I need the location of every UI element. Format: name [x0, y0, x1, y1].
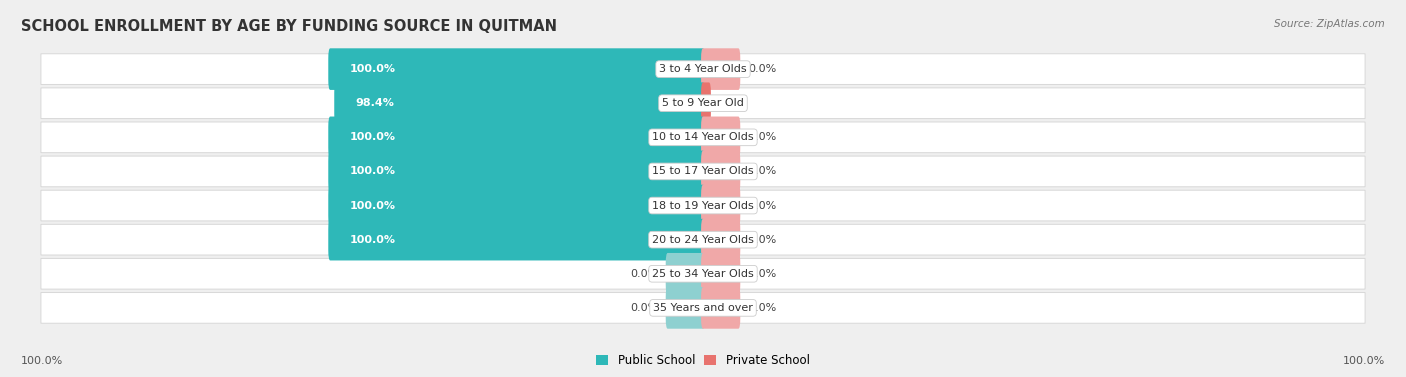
- FancyBboxPatch shape: [702, 83, 711, 124]
- Text: 0.0%: 0.0%: [748, 269, 776, 279]
- Text: 3 to 4 Year Olds: 3 to 4 Year Olds: [659, 64, 747, 74]
- Text: 20 to 24 Year Olds: 20 to 24 Year Olds: [652, 234, 754, 245]
- FancyBboxPatch shape: [702, 116, 741, 158]
- FancyBboxPatch shape: [702, 287, 741, 329]
- Text: 0.0%: 0.0%: [630, 303, 658, 313]
- FancyBboxPatch shape: [335, 83, 704, 124]
- Text: 100.0%: 100.0%: [350, 64, 395, 74]
- Text: 0.0%: 0.0%: [748, 132, 776, 143]
- Text: 18 to 19 Year Olds: 18 to 19 Year Olds: [652, 201, 754, 211]
- FancyBboxPatch shape: [328, 48, 704, 90]
- Text: 0.0%: 0.0%: [748, 166, 776, 176]
- Text: 100.0%: 100.0%: [350, 166, 395, 176]
- FancyBboxPatch shape: [41, 258, 1365, 289]
- FancyBboxPatch shape: [665, 287, 704, 329]
- FancyBboxPatch shape: [41, 122, 1365, 153]
- Text: 100.0%: 100.0%: [1343, 356, 1385, 366]
- Text: 35 Years and over: 35 Years and over: [652, 303, 754, 313]
- FancyBboxPatch shape: [665, 253, 704, 294]
- FancyBboxPatch shape: [41, 224, 1365, 255]
- FancyBboxPatch shape: [41, 190, 1365, 221]
- Text: 1.6%: 1.6%: [718, 98, 747, 108]
- FancyBboxPatch shape: [702, 219, 741, 261]
- Text: Source: ZipAtlas.com: Source: ZipAtlas.com: [1274, 19, 1385, 29]
- FancyBboxPatch shape: [702, 185, 741, 226]
- Legend: Public School, Private School: Public School, Private School: [592, 349, 814, 372]
- Text: 5 to 9 Year Old: 5 to 9 Year Old: [662, 98, 744, 108]
- Text: 100.0%: 100.0%: [350, 201, 395, 211]
- FancyBboxPatch shape: [702, 253, 741, 294]
- Text: 0.0%: 0.0%: [630, 269, 658, 279]
- FancyBboxPatch shape: [41, 156, 1365, 187]
- Text: 100.0%: 100.0%: [350, 234, 395, 245]
- Text: 100.0%: 100.0%: [21, 356, 63, 366]
- Text: 15 to 17 Year Olds: 15 to 17 Year Olds: [652, 166, 754, 176]
- Text: 10 to 14 Year Olds: 10 to 14 Year Olds: [652, 132, 754, 143]
- Text: 100.0%: 100.0%: [350, 132, 395, 143]
- FancyBboxPatch shape: [41, 54, 1365, 84]
- Text: 25 to 34 Year Olds: 25 to 34 Year Olds: [652, 269, 754, 279]
- FancyBboxPatch shape: [328, 219, 704, 261]
- Text: 0.0%: 0.0%: [748, 64, 776, 74]
- FancyBboxPatch shape: [702, 48, 741, 90]
- Text: 0.0%: 0.0%: [748, 303, 776, 313]
- FancyBboxPatch shape: [328, 185, 704, 226]
- FancyBboxPatch shape: [41, 293, 1365, 323]
- FancyBboxPatch shape: [328, 116, 704, 158]
- FancyBboxPatch shape: [702, 151, 741, 192]
- Text: 0.0%: 0.0%: [748, 234, 776, 245]
- Text: 98.4%: 98.4%: [356, 98, 394, 108]
- FancyBboxPatch shape: [41, 88, 1365, 119]
- FancyBboxPatch shape: [328, 151, 704, 192]
- Text: 0.0%: 0.0%: [748, 201, 776, 211]
- Text: SCHOOL ENROLLMENT BY AGE BY FUNDING SOURCE IN QUITMAN: SCHOOL ENROLLMENT BY AGE BY FUNDING SOUR…: [21, 19, 557, 34]
